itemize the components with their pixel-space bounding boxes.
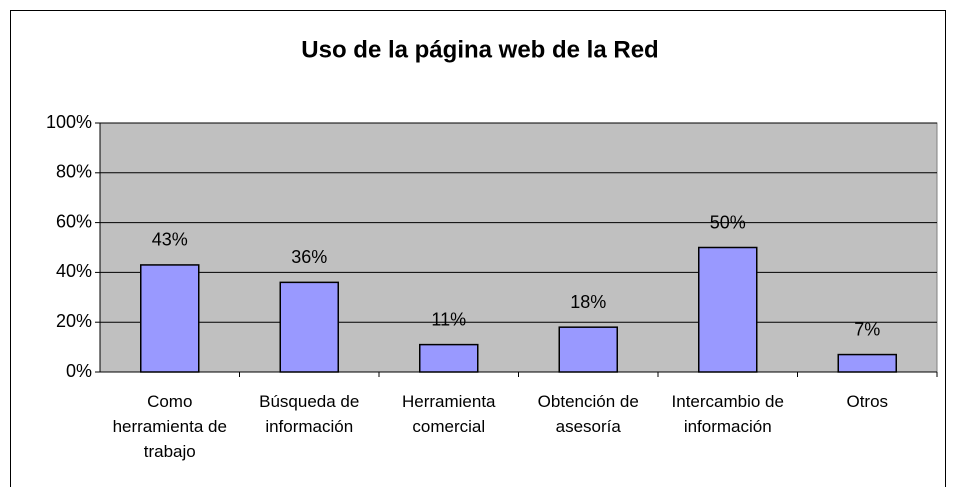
value-label: 43% [152, 230, 188, 250]
y-tick-label: 40% [56, 261, 92, 281]
value-label: 36% [291, 247, 327, 267]
x-tick-label: Como herramienta de trabajo [112, 392, 227, 461]
y-tick-label: 100% [46, 112, 92, 132]
y-tick-label: 20% [56, 311, 92, 331]
chart-frame [10, 10, 946, 487]
x-tick-label: Obtención de asesoría [537, 392, 639, 436]
value-label: 11% [431, 309, 466, 329]
value-label: 50% [710, 212, 746, 232]
y-tick-label: 80% [56, 162, 92, 182]
bar [419, 343, 479, 373]
chart-title: Uso de la página web de la Red [301, 36, 658, 63]
bar [558, 326, 618, 373]
value-label: 18% [570, 292, 606, 312]
bar [279, 281, 339, 373]
bar [140, 264, 200, 373]
plot-area [99, 122, 938, 373]
bar [698, 246, 758, 373]
bar [837, 353, 897, 373]
y-tick-label: 60% [56, 211, 92, 231]
value-label: 7% [854, 319, 880, 339]
x-tick-label: Búsqueda de información [259, 392, 360, 436]
y-tick-label: 0% [66, 361, 92, 381]
x-tick-label: Intercambio de información [671, 392, 784, 436]
x-tick-label: Otros [846, 392, 889, 411]
x-tick-label: Herramienta comercial [401, 392, 496, 436]
